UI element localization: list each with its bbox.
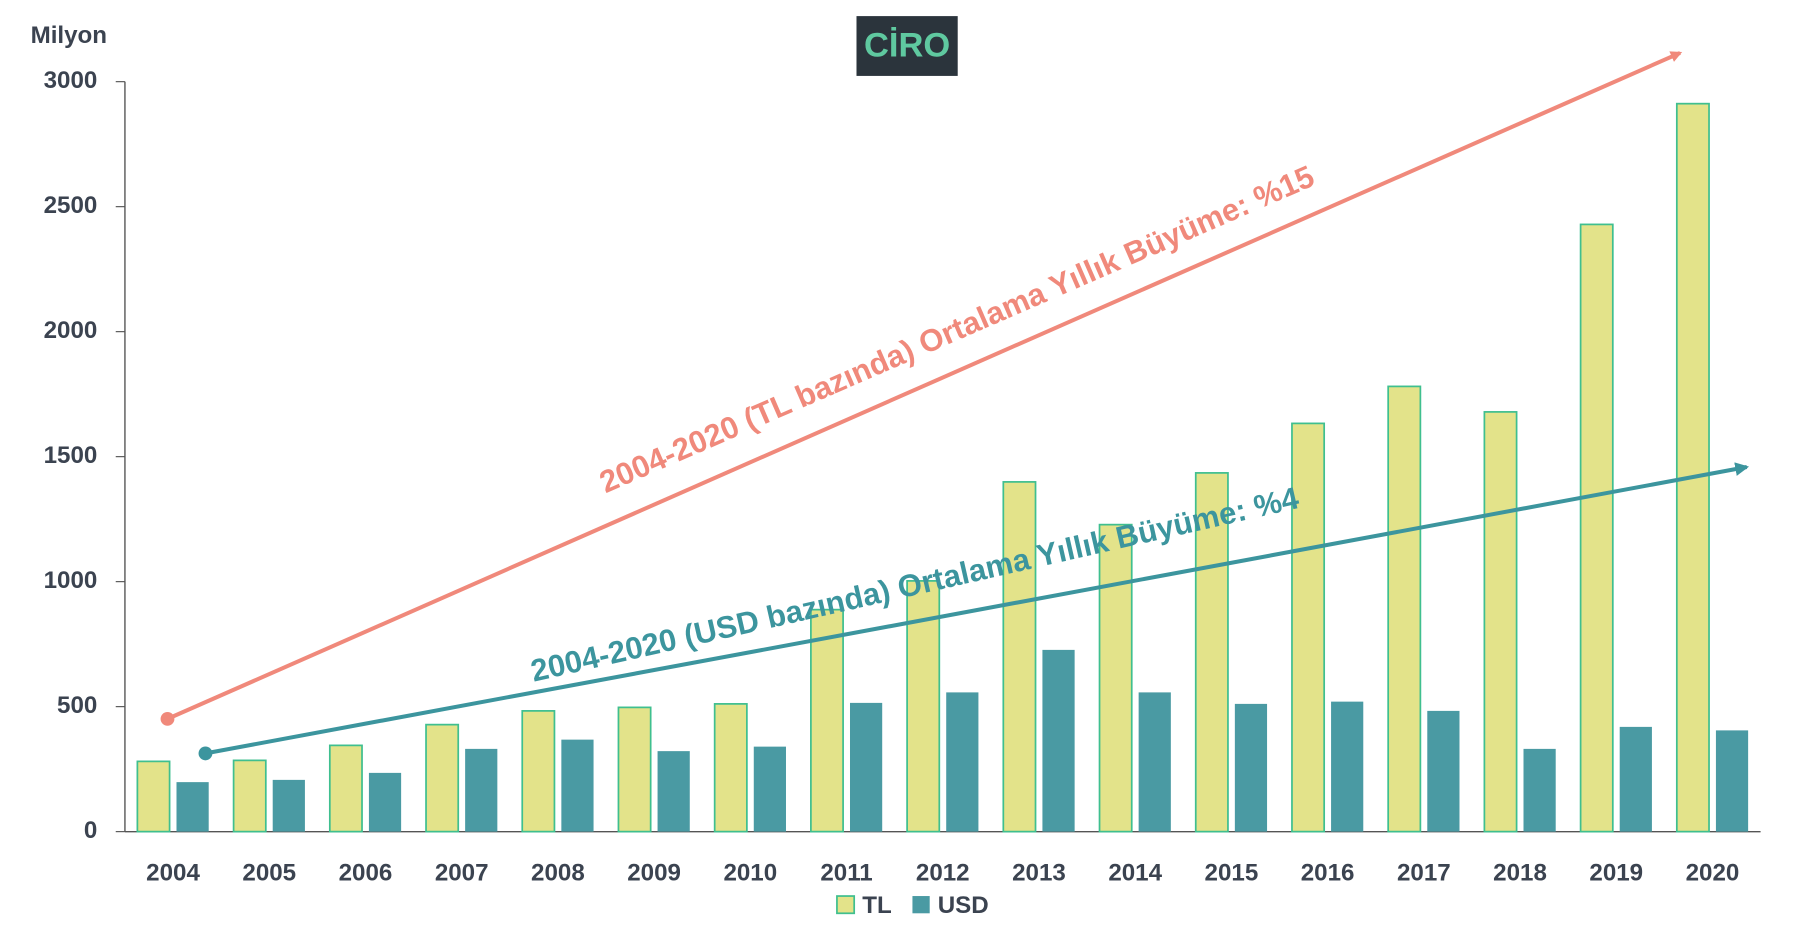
bar <box>753 746 786 832</box>
bar <box>425 723 460 833</box>
x-tick-label: 2011 <box>820 860 872 887</box>
bar <box>1042 649 1075 832</box>
x-tick-label: 2020 <box>1686 860 1740 887</box>
x-tick-label: 2014 <box>1108 860 1162 887</box>
y-tick-label: 3000 <box>44 67 98 94</box>
bar <box>176 782 209 832</box>
usd-arrow <box>205 462 1750 756</box>
x-tick-label: 2013 <box>1012 860 1066 887</box>
y-tick-label: 0 <box>84 817 97 844</box>
bar <box>328 744 363 833</box>
x-tick-label: 2004 <box>146 860 200 887</box>
bar <box>1483 411 1518 833</box>
usd-arrow-start <box>198 746 213 761</box>
bar <box>561 739 594 832</box>
bar <box>849 702 883 832</box>
x-tick-label: 2009 <box>627 860 681 887</box>
x-tick-label: 2006 <box>339 860 393 887</box>
bar <box>1523 748 1556 832</box>
y-tick-label: 1000 <box>44 567 98 594</box>
x-tick-label: 2005 <box>242 860 296 887</box>
x-tick-label: 2019 <box>1589 860 1643 887</box>
legend-label: USD <box>938 892 989 919</box>
bar <box>1291 422 1326 833</box>
bar <box>810 608 844 833</box>
y-axis-label: Milyon <box>31 22 107 49</box>
legend-label: TL <box>862 892 892 919</box>
chart-title: CİRO <box>864 26 950 64</box>
bar <box>272 779 305 832</box>
x-tick-label: 2010 <box>723 860 777 887</box>
x-tick-label: 2017 <box>1397 860 1451 887</box>
bar <box>657 751 690 832</box>
bar <box>1715 730 1749 832</box>
bar <box>136 760 171 833</box>
bar <box>617 706 652 833</box>
bar <box>1675 102 1710 833</box>
x-tick-label: 2008 <box>531 860 585 887</box>
bar <box>232 759 267 833</box>
x-tick-label: 2012 <box>916 860 970 887</box>
bar <box>1331 701 1364 832</box>
bar <box>1194 472 1229 833</box>
bar <box>1619 726 1652 832</box>
y-tick-label: 500 <box>57 692 97 719</box>
bar <box>1234 703 1268 832</box>
bar <box>1387 385 1422 833</box>
bar <box>1098 523 1133 833</box>
bar <box>1579 223 1614 833</box>
legend-swatch <box>836 895 856 915</box>
tl-arrow-start <box>160 712 175 726</box>
bar <box>368 772 402 832</box>
bar <box>465 748 498 832</box>
x-tick-label: 2015 <box>1205 860 1259 887</box>
x-tick-label: 2007 <box>435 860 489 887</box>
tl-arrow <box>166 51 1683 721</box>
bar <box>713 703 748 833</box>
tl-annotation: 2004-2020 (TL bazında) Ortalama Yıllık B… <box>594 159 1319 500</box>
x-tick-label: 2018 <box>1493 860 1547 887</box>
bar <box>946 692 979 832</box>
bar <box>1138 692 1171 832</box>
legend-swatch <box>912 896 930 914</box>
bar <box>521 710 556 833</box>
bar <box>1427 710 1460 832</box>
x-tick-label: 2016 <box>1301 860 1355 887</box>
y-tick-label: 2000 <box>44 317 98 344</box>
bar <box>1002 481 1037 833</box>
title-box <box>856 16 958 76</box>
y-tick-label: 2500 <box>44 192 98 219</box>
y-tick-label: 1500 <box>44 442 98 469</box>
